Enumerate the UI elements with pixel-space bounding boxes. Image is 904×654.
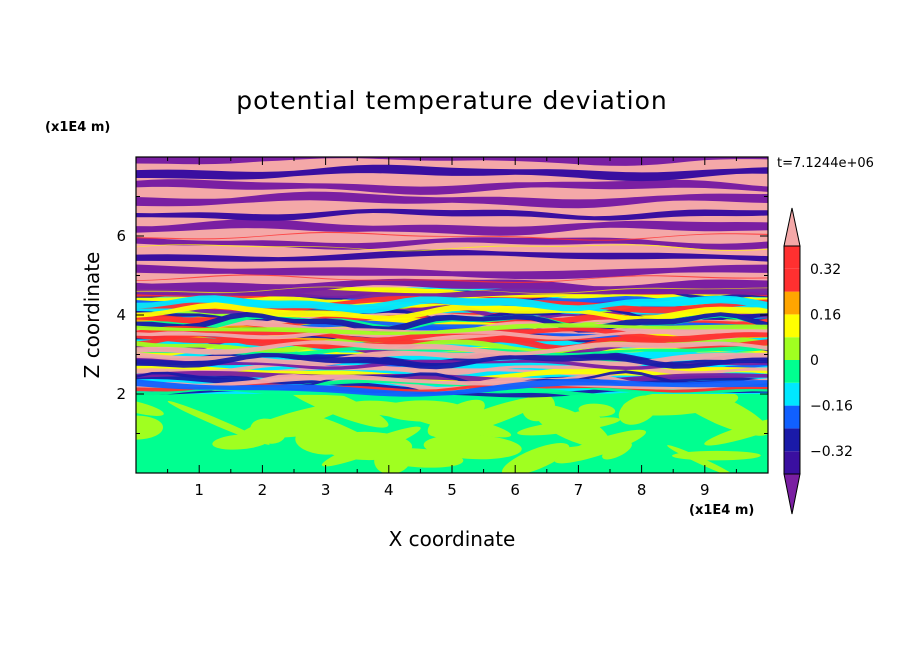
turbulent-band <box>136 378 768 397</box>
colorbar-tick-label: 0.32 <box>810 262 841 278</box>
purple-stripe <box>136 219 768 236</box>
x-unit-label: (x1E4 m) <box>689 503 755 518</box>
lime-blob <box>240 403 346 438</box>
time-label: t=7.1244e+06 <box>777 156 874 171</box>
colorbar-tick-label: −0.32 <box>810 444 853 460</box>
x-tick-label: 3 <box>321 481 331 499</box>
colorbar-segment <box>784 268 800 292</box>
y-axis-label: Z coordinate <box>80 251 104 379</box>
colorbar-segment <box>784 246 800 269</box>
lime-blob <box>351 400 433 419</box>
turbulent-band <box>136 378 768 393</box>
colorbar-segment <box>784 314 800 338</box>
colorbar-tick-label: 0.16 <box>810 307 841 323</box>
lime-blob <box>672 450 761 461</box>
lime-blob <box>136 415 164 440</box>
colorbar-lower-extension <box>783 473 801 515</box>
turbulent-band <box>136 357 768 370</box>
temperature-field <box>136 157 768 473</box>
y-tick-label: 6 <box>116 227 126 245</box>
chart-title: potential temperature deviation <box>236 86 668 115</box>
colorbar-tick-label: −0.16 <box>810 399 853 415</box>
turbulent-band <box>136 305 768 324</box>
purple-stripe <box>136 164 768 182</box>
colorbar-tick-label: 0 <box>810 353 819 369</box>
turbulent-band <box>136 336 768 355</box>
colorbar-segment <box>784 337 800 360</box>
turbulent-band <box>136 323 768 335</box>
colorbar: 0.32 0.16 0 −0.16 −0.32 <box>783 207 853 515</box>
x-axis-label: X coordinate <box>0 527 904 551</box>
turbulent-band <box>136 340 768 356</box>
x-tick-label: 9 <box>700 481 710 499</box>
red-streak <box>136 231 768 241</box>
purple-stripe <box>136 191 768 209</box>
colorbar-frame <box>783 245 801 475</box>
x-tick-label: 5 <box>447 481 457 499</box>
y-tick-label: 2 <box>116 385 126 403</box>
x-tick-label: 2 <box>258 481 268 499</box>
colorbar-segment <box>784 451 800 474</box>
turbulent-band <box>136 295 768 312</box>
x-tick-label: 6 <box>510 481 520 499</box>
purple-stripe <box>136 264 768 280</box>
turbulent-band <box>136 353 768 370</box>
x-tick-label: 1 <box>194 481 204 499</box>
turbulent-band <box>136 364 768 385</box>
red-streak <box>136 274 768 283</box>
yellow-streak <box>136 244 768 252</box>
x-axis-label-text: X coordinate <box>388 527 516 551</box>
lime-blob <box>622 389 739 416</box>
lime-blob <box>306 414 386 452</box>
x-tick-label: 8 <box>637 481 647 499</box>
x-tick-label: 7 <box>574 481 584 499</box>
turbulent-band <box>136 350 768 368</box>
colorbar-segment <box>784 405 800 429</box>
lime-blob <box>578 403 616 417</box>
yellow-streak <box>136 286 768 294</box>
x-tick-label: 4 <box>384 481 394 499</box>
turbulent-band <box>136 346 768 357</box>
turbulent-band <box>136 370 768 388</box>
y-tick-label: 4 <box>116 306 126 324</box>
purple-stripe <box>136 179 768 195</box>
colorbar-upper-extension <box>783 207 801 247</box>
lime-blob <box>554 429 647 464</box>
y-axis-ticks: 2 4 6 <box>116 196 768 434</box>
turbulent-band <box>136 374 768 390</box>
turbulent-band <box>136 327 768 340</box>
colorbar-segment <box>784 382 800 406</box>
colorbar-segment <box>784 428 800 452</box>
lime-blob <box>704 416 768 446</box>
x-axis-ticks: 1 2 3 4 5 6 7 8 9 <box>167 157 737 499</box>
colorbar-segment <box>784 291 800 315</box>
purple-stripe <box>136 249 768 262</box>
purple-stripe <box>136 208 768 221</box>
turbulent-band <box>136 302 768 322</box>
colorbar-segment <box>784 360 800 383</box>
lime-blob <box>427 399 485 437</box>
y-unit-label: (x1E4 m) <box>45 120 111 135</box>
lime-blob <box>373 448 464 468</box>
turbulent-band <box>136 386 768 398</box>
